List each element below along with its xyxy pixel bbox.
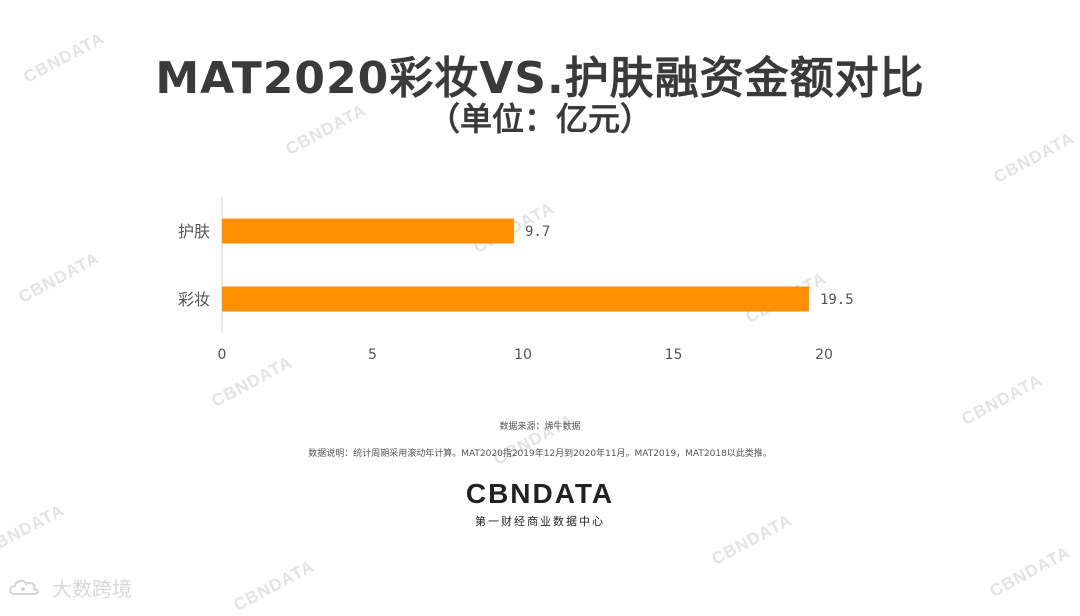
bar-2	[222, 286, 809, 312]
cbndata-logo: CBNDATA	[465, 478, 615, 509]
x-tick-label: 15	[665, 347, 683, 363]
category-label: 护肤	[178, 222, 210, 241]
data-note: 数据说明：统计周期采用滚动年计算。MAT2020指2019年12月到2020年1…	[308, 449, 772, 459]
category-label: 彩妆	[178, 290, 210, 309]
data-label: 9.7	[525, 224, 550, 240]
corner-watermark: 大数跨境	[8, 573, 132, 602]
corner-watermark-text: 大数跨境	[52, 577, 132, 601]
x-tick-label: 20	[815, 347, 833, 363]
x-tick-label: 5	[368, 347, 377, 363]
bar-chart: 护肤 9.7 彩妆 19.5 0 5 10 15 20	[178, 198, 854, 363]
bar-1	[222, 218, 514, 244]
data-source: 数据来源：烯牛数据	[499, 422, 581, 432]
watermark: CBNDATA	[986, 542, 1074, 601]
x-tick-label: 0	[218, 347, 227, 363]
logo-tagline: 第一财经商业数据中心	[475, 515, 605, 528]
cloud-logo-icon	[9, 579, 39, 595]
chart-title: MAT2020彩妆VS.护肤融资金额对比	[155, 53, 925, 104]
data-label: 19.5	[820, 292, 854, 308]
chart-subtitle: （单位：亿元）	[427, 100, 652, 138]
x-tick-label: 10	[514, 347, 532, 363]
